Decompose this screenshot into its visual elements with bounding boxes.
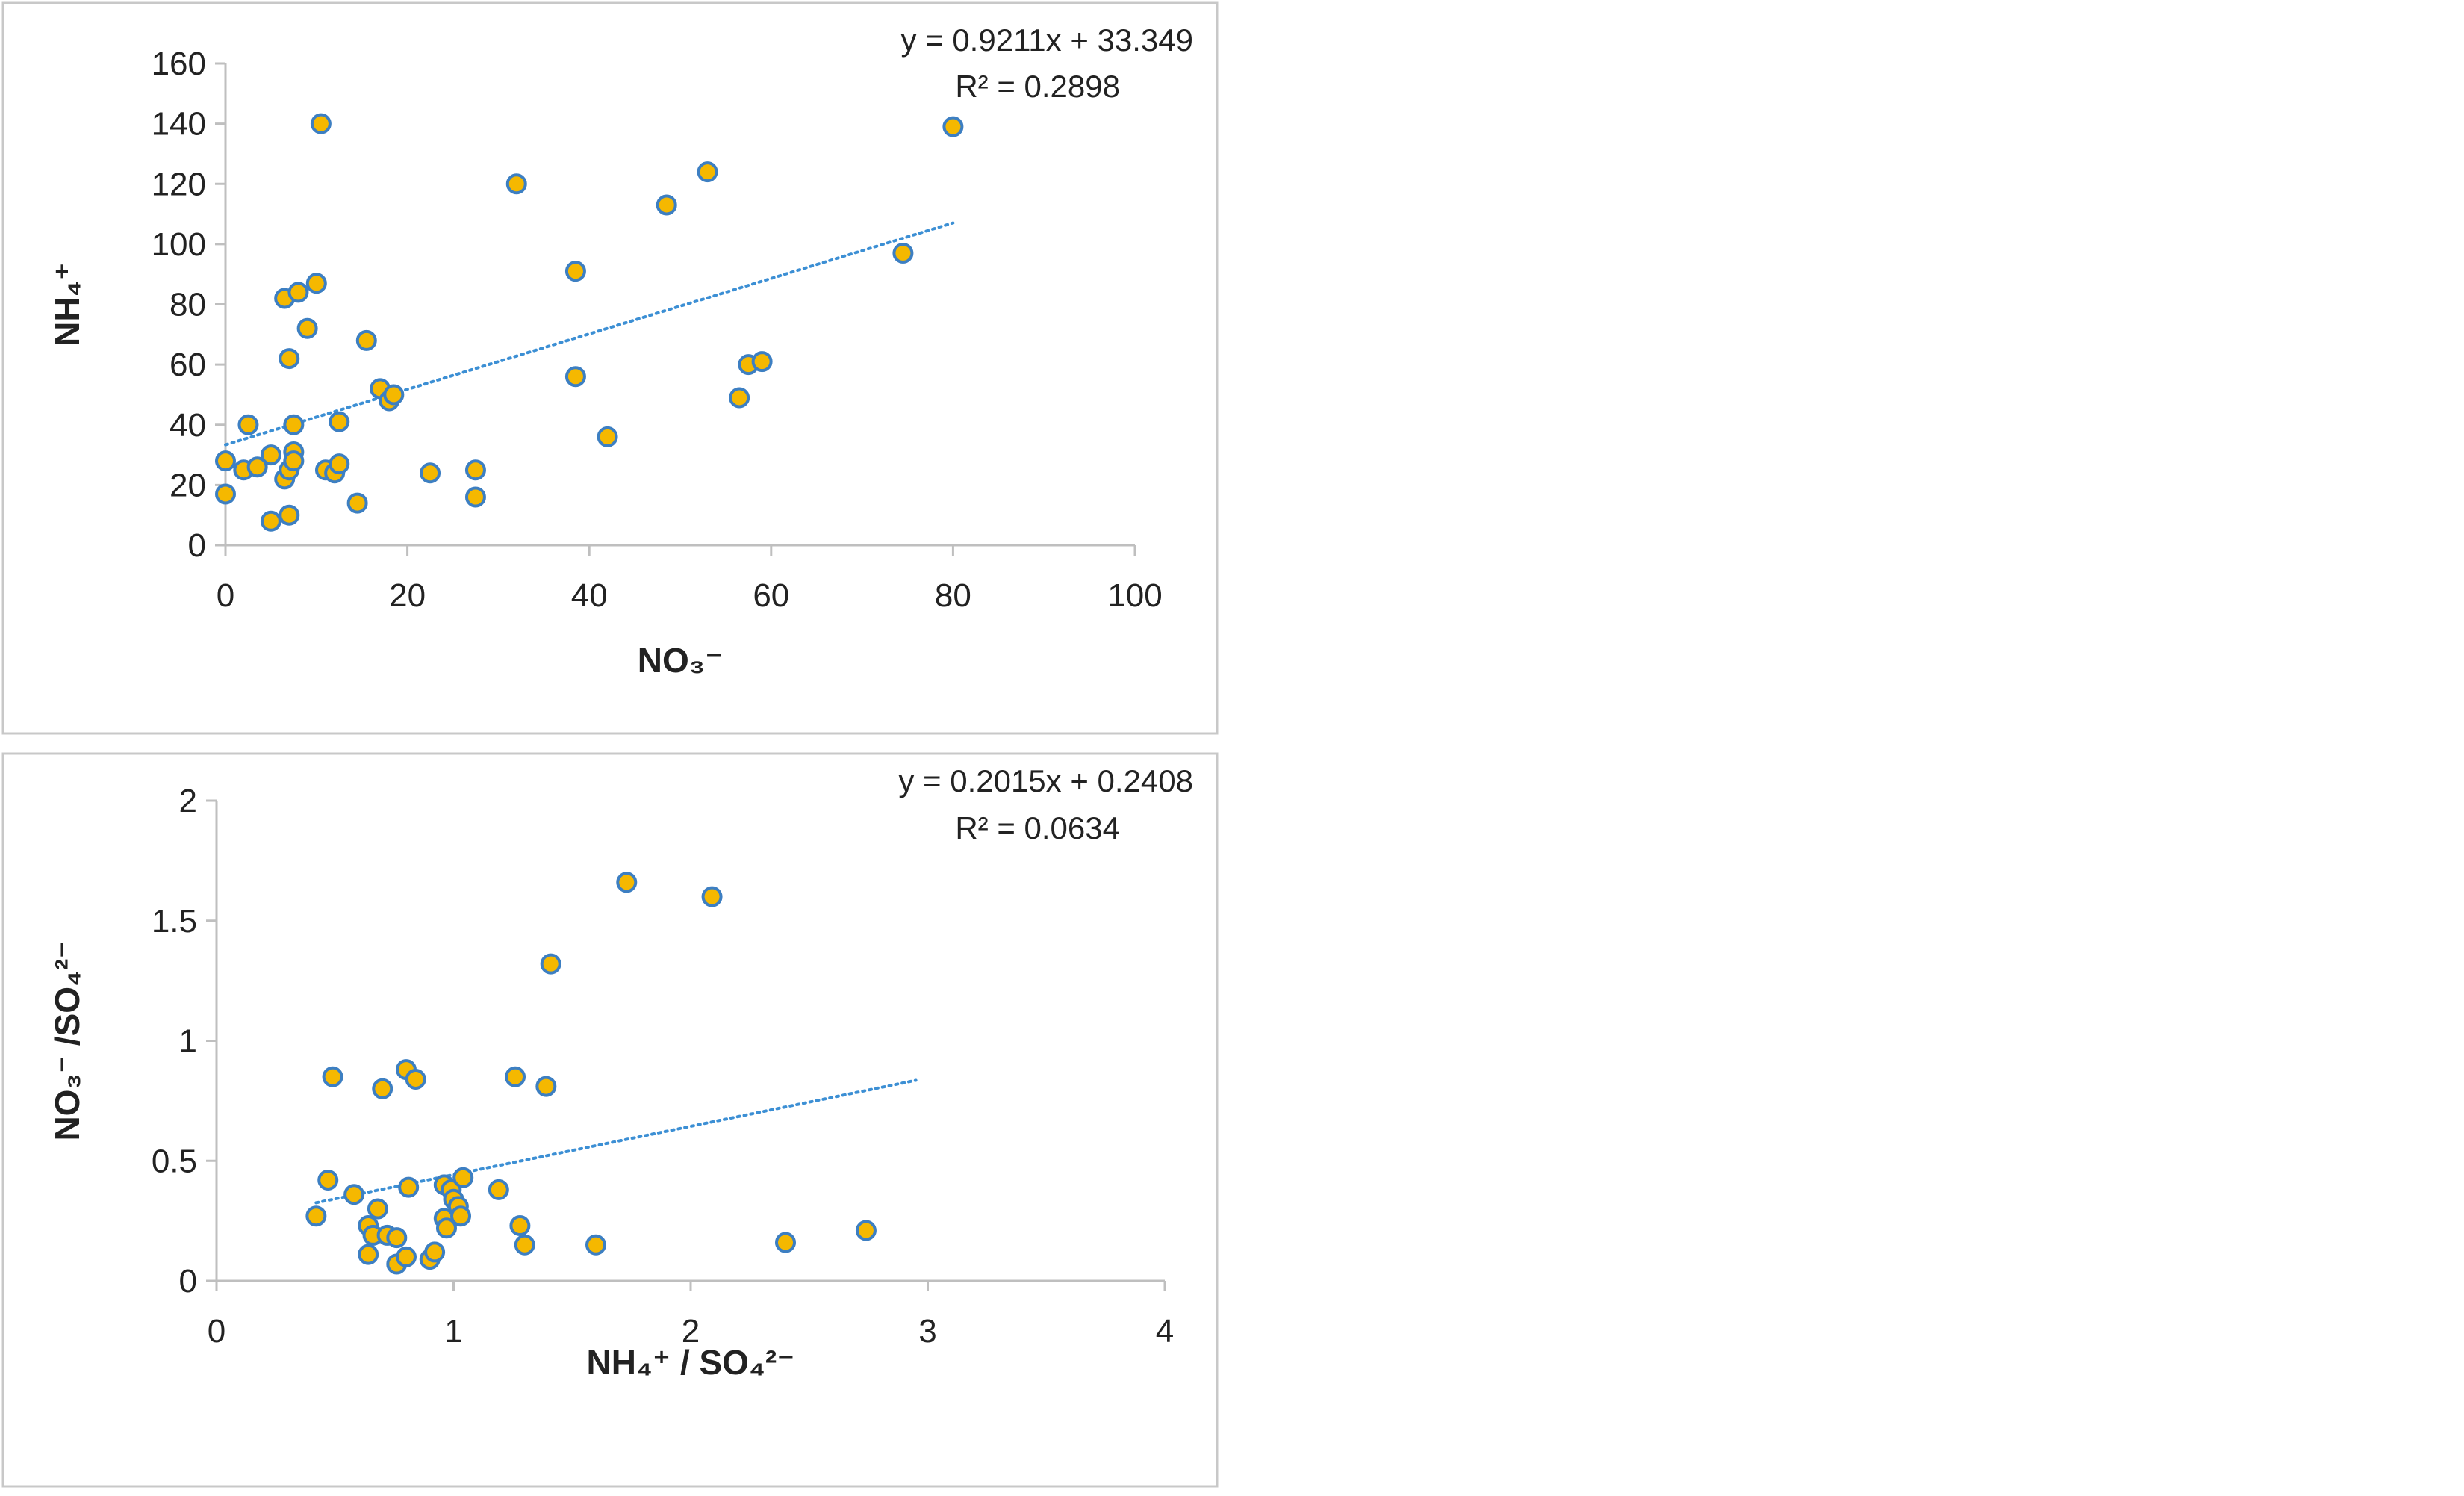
data-point [452,1167,474,1188]
data-point [398,1176,420,1198]
data-point [892,242,914,264]
data-point [322,1066,343,1087]
data-point [317,1169,339,1191]
data-point [751,351,773,373]
data-point [616,872,638,893]
data-point [701,886,723,907]
y-tick-label: 1.5 [152,903,197,940]
x-axis-label: NH₄⁺ / SO₄²⁻ [587,1343,795,1382]
x-tick-label: 60 [753,577,789,614]
data-point [420,462,441,484]
data-point [283,450,305,472]
y-tick-label: 60 [169,347,206,383]
data-point [564,261,586,282]
data-point [305,1205,327,1227]
x-tick-label: 40 [571,577,608,614]
data-point [505,1066,526,1087]
data-point [283,414,305,435]
y-tick-label: 80 [169,287,206,323]
y-tick-label: 1 [179,1023,197,1060]
data-point [775,1232,796,1253]
data-point [260,444,281,466]
data-point [329,453,350,475]
chart-nh4-vs-no3: 0 20 40 60 80 100 120 140 160 0 20 40 60 80 100 NO₃⁻ NH₄… [1,1,1219,735]
data-point [597,426,618,447]
data-point [585,1234,606,1256]
r-squared-label: R² = 0.2898 [955,69,1120,104]
x-tick-label: 100 [1107,577,1162,614]
data-point [279,348,300,370]
y-tick-label: 160 [152,46,206,82]
x-tick-label: 0 [217,577,234,614]
y-tick-label: 40 [169,407,206,444]
y-tick-label: 0 [188,527,206,564]
data-point [310,113,332,134]
data-point [514,1234,535,1256]
data-point [383,384,405,406]
data-point [450,1205,472,1227]
y-axis-label: NO₃⁻ /SO₄²⁻ [48,940,87,1140]
data-point [355,329,377,351]
data-point [279,504,300,526]
data-point [305,273,327,294]
chart-panel-nh4-vs-no3: 0 20 40 60 80 100 120 140 160 0 20 40 60 80 100 NO₃⁻ NH₄… [0,0,1226,739]
trendline-equation: y = 0.2015x + 0.2408 [898,763,1193,798]
trendline [224,221,955,447]
x-axis-label: NO₃⁻ [638,641,724,680]
x-tick-label: 80 [935,577,971,614]
data-point [488,1179,509,1200]
data-point [435,1217,457,1239]
data-point [287,282,309,303]
r-squared-label: R² = 0.0634 [955,810,1120,845]
y-tick-label: 120 [152,166,206,202]
data-point [237,414,259,435]
data-point [358,1244,379,1265]
chart-border [1,752,1219,1488]
data-point [343,1184,365,1205]
data-point [540,953,561,975]
y-axis-label: NH₄⁺ [48,262,87,347]
data-point [656,194,677,216]
chart-panel-ratio-no3-so4-vs-nh4-so4: 0 0.5 1 1.5 2 0 1 2 3 4 NH₄⁺ / SO₄²⁻ NO₃⁻ /SO₄²⁻ y =… [0,751,1226,1492]
data-point [464,486,486,508]
y-tick-label: 0 [179,1263,197,1300]
x-tick-label: 20 [389,577,426,614]
x-tick-label: 4 [1156,1313,1174,1350]
chart-border [1,1,1219,735]
data-point [386,1227,408,1249]
x-tick-label: 3 [918,1313,936,1350]
y-tick-label: 100 [152,226,206,263]
x-tick-label: 1 [444,1313,462,1350]
x-tick-label: 2 [682,1313,700,1350]
x-tick-label: 0 [208,1313,225,1350]
data-point [424,1241,446,1263]
y-tick-label: 20 [169,467,206,503]
y-tick-label: 140 [152,106,206,143]
data-point [372,1078,393,1099]
data-point [367,1198,388,1220]
data-point [697,161,718,183]
data-point [729,387,750,409]
data-point [329,411,350,432]
data-point [215,483,236,505]
data-point [464,459,486,481]
data-point [246,456,268,478]
data-point [260,510,281,532]
data-point [505,173,527,195]
y-tick-label: 2 [179,783,197,819]
data-point [564,366,586,388]
chart-ratio-no3-so4-vs-nh4-so4: 0 0.5 1 1.5 2 0 1 2 3 4 NH₄⁺ / SO₄²⁻ NO₃⁻ /SO₄²⁻ y =… [1,752,1219,1488]
data-point [296,317,318,339]
trendline-equation: y = 0.9211x + 33.349 [900,22,1193,58]
data-point [405,1068,426,1090]
data-point [942,116,964,137]
data-point [396,1246,417,1267]
data-point [509,1215,531,1237]
data-point [535,1076,557,1097]
data-point [346,492,368,514]
data-point [215,450,236,472]
y-tick-label: 0.5 [152,1143,197,1179]
data-point [855,1220,877,1241]
